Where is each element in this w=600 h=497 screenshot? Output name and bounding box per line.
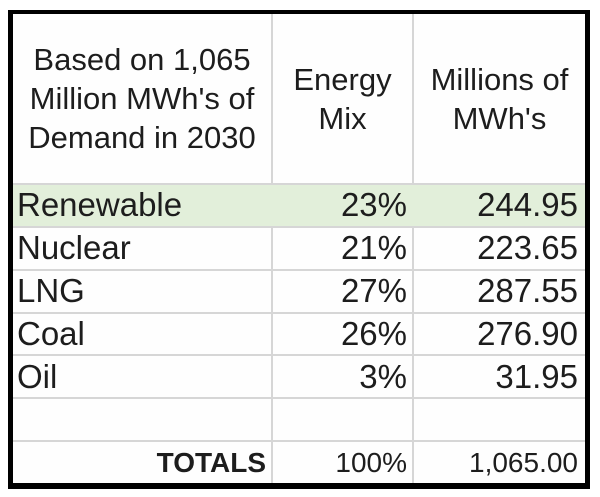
cell-nuclear-label[interactable]: Nuclear <box>13 225 271 269</box>
cell-renewable-label[interactable]: Renewable <box>13 183 271 226</box>
cell-empty-b[interactable] <box>271 397 412 441</box>
cell-text: 31.95 <box>495 357 578 395</box>
cell-text: Nuclear <box>17 229 131 267</box>
cell-lng-pct[interactable]: 27% <box>271 268 412 312</box>
cell-text: 276.90 <box>477 314 578 352</box>
cell-empty-c[interactable] <box>412 397 585 441</box>
cell-text: 21% <box>340 229 407 267</box>
cell-totals-label[interactable]: TOTALS <box>13 440 271 483</box>
cell-lng-mwh[interactable]: 287.55 <box>412 268 585 312</box>
cell-oil-mwh[interactable]: 31.95 <box>412 354 585 398</box>
cell-text: Oil <box>17 357 58 395</box>
header-demand-cell[interactable]: Based on 1,065 Million MWh's of Demand i… <box>13 14 271 183</box>
header-energy-mix-cell[interactable]: Energy Mix <box>271 14 412 183</box>
cell-text: Renewable <box>17 186 183 224</box>
cell-text: 1,065.00 <box>469 446 578 478</box>
cell-renewable-pct[interactable]: 23% <box>271 183 412 226</box>
cell-text: TOTALS <box>156 446 266 478</box>
cell-text: 27% <box>340 272 407 310</box>
cell-text: Based on 1,065 Million MWh's of Demand i… <box>28 42 256 155</box>
cell-totals-mwh[interactable]: 1,065.00 <box>412 440 585 483</box>
cell-coal-pct[interactable]: 26% <box>271 311 412 355</box>
cell-renewable-mwh[interactable]: 244.95 <box>412 183 585 226</box>
cell-text: 287.55 <box>477 272 578 310</box>
cell-text: 244.95 <box>477 186 578 224</box>
cell-oil-pct[interactable]: 3% <box>271 354 412 398</box>
cell-text: LNG <box>17 272 85 310</box>
cell-text: 3% <box>359 357 407 395</box>
cell-coal-mwh[interactable]: 276.90 <box>412 311 585 355</box>
cell-empty-a[interactable] <box>13 397 271 440</box>
cell-nuclear-pct[interactable]: 21% <box>271 225 412 269</box>
cell-text: Energy Mix <box>293 61 392 136</box>
cell-text: 26% <box>340 314 407 352</box>
cell-text: 100% <box>335 446 407 478</box>
cell-nuclear-mwh[interactable]: 223.65 <box>412 225 585 269</box>
cell-totals-pct[interactable]: 100% <box>271 440 412 483</box>
cell-oil-label[interactable]: Oil <box>13 354 271 397</box>
energy-mix-table: Based on 1,065 Million MWh's of Demand i… <box>8 10 590 489</box>
cell-text: Coal <box>17 314 85 352</box>
cell-lng-label[interactable]: LNG <box>13 268 271 312</box>
cell-text: 223.65 <box>477 229 578 267</box>
cell-text: Millions of MWh's <box>430 61 569 136</box>
cell-text: 23% <box>340 186 407 224</box>
cell-coal-label[interactable]: Coal <box>13 311 271 355</box>
header-mwh-cell[interactable]: Millions of MWh's <box>412 14 585 183</box>
